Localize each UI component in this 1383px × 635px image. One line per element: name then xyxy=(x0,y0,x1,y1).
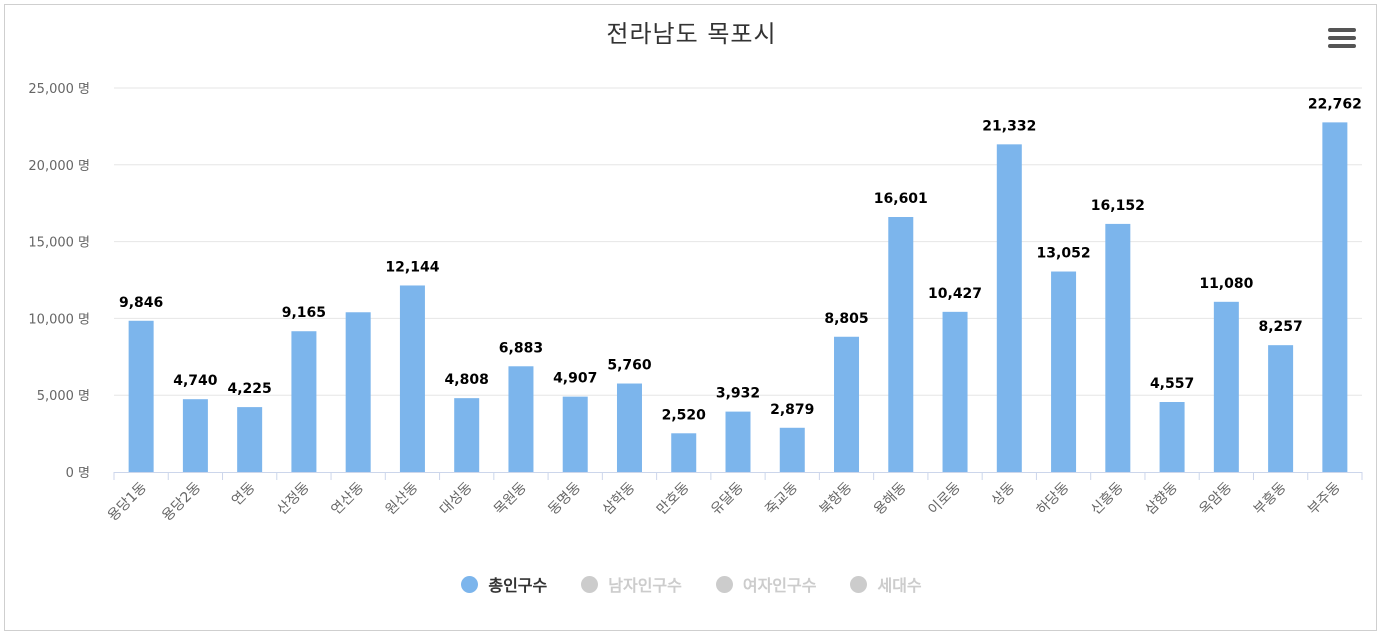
x-tick-label: 동명동 xyxy=(545,479,584,518)
y-tick-label: 0 명 xyxy=(66,466,90,481)
bar xyxy=(562,396,588,472)
legend-label: 세대수 xyxy=(877,576,922,595)
bar xyxy=(454,398,480,472)
legend-label: 남자인구수 xyxy=(608,576,682,595)
data-label: 2,520 xyxy=(662,407,707,423)
x-tick-label: 상동 xyxy=(989,479,1019,509)
data-label: 10,427 xyxy=(928,286,982,302)
x-tick-label: 목원동 xyxy=(491,479,530,518)
bar xyxy=(1051,271,1077,472)
bar xyxy=(1213,301,1239,472)
x-tick-label: 유달동 xyxy=(708,479,747,518)
bar xyxy=(671,433,697,472)
data-label: 4,907 xyxy=(553,371,597,387)
data-label: 4,808 xyxy=(445,372,489,388)
data-label: 3,932 xyxy=(716,386,760,402)
legend-item-total[interactable]: 총인구수 xyxy=(461,572,547,596)
menu-line xyxy=(1328,36,1356,40)
bar xyxy=(399,285,425,472)
data-label: 21,332 xyxy=(982,118,1036,134)
bar xyxy=(1322,122,1348,473)
bar-chart: 0 명 5,000 명 10,000 명 15,000 명 20,000 명 25,000… xyxy=(28,82,1363,524)
data-label: 4,740 xyxy=(173,373,218,389)
x-tick-label: 산정동 xyxy=(274,479,313,518)
legend-marker-icon xyxy=(461,575,479,593)
x-tick-label: 연산동 xyxy=(328,479,367,518)
x-tick-label: 부흥동 xyxy=(1251,479,1290,518)
data-label: 8,257 xyxy=(1258,319,1302,335)
data-label: 2,879 xyxy=(770,402,814,418)
x-tick-label: 만호동 xyxy=(654,479,693,518)
data-label: 4,557 xyxy=(1150,376,1194,392)
data-label: 12,144 xyxy=(385,259,439,275)
legend-marker-icon xyxy=(581,575,599,593)
x-tick-label: 북항동 xyxy=(817,479,856,518)
y-tick-label: 10,000 명 xyxy=(28,312,90,327)
menu-line xyxy=(1328,44,1356,48)
data-label: 13,052 xyxy=(1037,246,1091,262)
menu-line xyxy=(1328,28,1356,32)
data-label: 11,080 xyxy=(1199,276,1253,292)
bar xyxy=(1159,402,1185,472)
x-tick-label: 원산동 xyxy=(383,479,422,518)
x-tick-label: 삼학동 xyxy=(600,479,639,518)
y-tick-label: 5,000 명 xyxy=(37,389,90,404)
bar xyxy=(182,399,208,472)
x-tick-label: 대성동 xyxy=(437,479,476,518)
bar xyxy=(508,366,534,472)
data-label: 9,846 xyxy=(119,295,163,311)
bar xyxy=(942,311,968,472)
legend-marker-icon xyxy=(715,575,733,593)
data-label: 5,760 xyxy=(607,358,652,374)
bar xyxy=(291,331,317,472)
bar xyxy=(237,407,263,472)
x-tick-label: 용당1동 xyxy=(105,479,150,524)
x-tick-label: 이로동 xyxy=(925,479,964,518)
x-tick-label: 죽교동 xyxy=(762,479,801,518)
legend-item-female[interactable]: 여자인구수 xyxy=(715,572,817,596)
data-label: 22,762 xyxy=(1308,96,1362,112)
chart-container xyxy=(4,4,1377,631)
data-label: 9,165 xyxy=(282,305,326,321)
legend-label: 여자인구수 xyxy=(742,576,817,595)
legend-item-male[interactable]: 남자인구수 xyxy=(581,572,682,596)
x-tick-label: 연동 xyxy=(229,479,259,509)
hamburger-menu-icon[interactable] xyxy=(1328,28,1356,50)
x-tick-label: 삼향동 xyxy=(1142,479,1181,518)
bar xyxy=(128,320,154,472)
data-label: 6,883 xyxy=(499,340,543,356)
x-tick-label: 옥암동 xyxy=(1197,479,1236,518)
y-tick-label: 20,000 명 xyxy=(28,159,90,174)
legend: 총인구수 남자인구수 여자인구수 세대수 xyxy=(0,572,1383,596)
bar xyxy=(779,427,805,472)
bar xyxy=(888,217,914,472)
x-tick-label: 신흥동 xyxy=(1088,479,1127,518)
legend-item-households[interactable]: 세대수 xyxy=(850,572,922,596)
y-tick-label: 25,000 명 xyxy=(28,82,90,97)
chart-title: 전라남도 목포시 xyxy=(606,20,777,48)
data-label: 8,805 xyxy=(824,311,868,327)
bar xyxy=(834,336,860,472)
x-tick-label: 용해동 xyxy=(871,479,910,518)
bar xyxy=(996,144,1022,472)
legend-label: 총인구수 xyxy=(488,576,548,595)
bar xyxy=(616,383,642,472)
x-tick-label: 하당동 xyxy=(1034,479,1073,518)
bar xyxy=(1105,223,1131,472)
bar xyxy=(725,411,751,472)
legend-marker-icon xyxy=(850,575,868,593)
bar xyxy=(1268,345,1294,472)
bar xyxy=(345,312,371,472)
x-tick-label: 용당2동 xyxy=(159,479,204,524)
data-label: 16,601 xyxy=(874,191,928,207)
data-label: 4,225 xyxy=(228,381,272,397)
data-label: 16,152 xyxy=(1091,198,1145,214)
y-tick-label: 15,000 명 xyxy=(28,236,90,251)
x-tick-label: 부주동 xyxy=(1305,479,1344,518)
